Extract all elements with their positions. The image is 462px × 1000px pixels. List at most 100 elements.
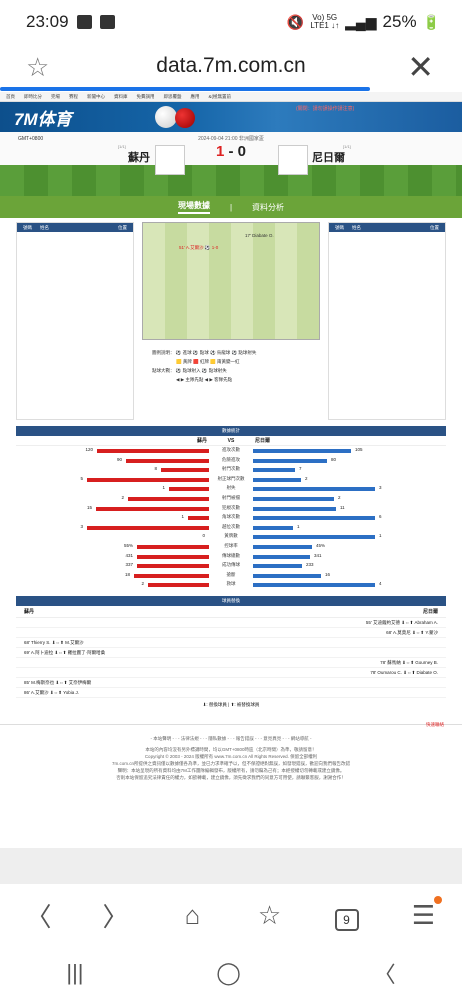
- url-text[interactable]: data.7m.com.cn: [156, 54, 306, 77]
- away-team-logo: [278, 145, 308, 175]
- stat-row: 3 越位次數 1: [16, 523, 446, 533]
- home-stat-bar: [137, 554, 209, 559]
- address-bar: ☆ data.7m.com.cn ✕: [0, 44, 462, 88]
- sub-row: 78' 蘇馬納 ⬇⇔⬆ Gourney B.: [16, 658, 446, 668]
- subs-title: 球員替換: [16, 595, 446, 606]
- home-team-name[interactable]: 蘇丹: [128, 152, 150, 164]
- nav-link[interactable]: 賽程: [69, 93, 78, 99]
- forward-icon[interactable]: 〉: [102, 901, 129, 932]
- nav-link[interactable]: 資料庫: [114, 93, 128, 99]
- away-stat-value: 4: [379, 581, 382, 587]
- tab-live-data[interactable]: 現場數據: [177, 200, 210, 214]
- bookmarks-icon[interactable]: ☆: [257, 899, 282, 930]
- stat-name: 犯規次數: [222, 504, 240, 510]
- alert-text[interactable]: (關閉：請勿誤操作請注意): [296, 106, 355, 112]
- footer-text: 否則本站保留追究法律責任的權力，如欲轉載，建立鏡像，須先徵求我們的同意方可用使，…: [116, 774, 346, 780]
- tabs-button[interactable]: 9: [327, 900, 367, 931]
- away-stat-bar: [253, 554, 310, 559]
- match-datetime: 2024-09-04 21:00 非洲國家盃: [198, 136, 264, 142]
- subs-legend: ⬇: 替換球員 | ⬆: 被替換球員: [202, 701, 260, 707]
- away-stat-value: 233: [306, 562, 314, 568]
- load-progress-bar: [0, 87, 370, 91]
- away-stat-value: 80: [331, 456, 337, 462]
- sub-row: 69' A.阿卜迪拉 ⬇⇔⬆ 羅拉圖了·阿爾哈桑: [16, 648, 446, 658]
- home-stat-value: 3: [80, 523, 83, 529]
- away-rank: [1/1]: [343, 144, 351, 149]
- system-home-icon[interactable]: ◯: [216, 960, 241, 985]
- menu-button[interactable]: ☰: [404, 895, 444, 931]
- timezone-label[interactable]: GMT+0800: [18, 136, 44, 142]
- stat-row: 15 犯規次數 11: [16, 504, 446, 514]
- stat-name: 控球率: [224, 542, 238, 548]
- home-icon[interactable]: ⌂: [184, 899, 201, 930]
- home-stat-value: 0: [202, 533, 205, 539]
- home-rank: [1/1]: [118, 144, 126, 149]
- footer: 快速聯絡 - 本站聲明 - · - 法律法規 - · - 隱私數據 - · - …: [0, 721, 462, 781]
- sub-row: 68' A.莫莫尼 ⬇⇔⬆ Y.蒙沙: [16, 628, 446, 638]
- away-stat-bar: [253, 544, 312, 549]
- away-stat-value: 11: [340, 504, 345, 510]
- recent-apps-icon[interactable]: |||: [66, 960, 84, 985]
- stat-name: 進攻次數: [222, 447, 240, 452]
- away-stat-value: 2: [338, 494, 341, 500]
- tab-divider: |: [229, 202, 233, 212]
- ball-graphic: [175, 108, 195, 128]
- away-team-name[interactable]: 尼日爾: [312, 152, 345, 164]
- stats-title: 數據統計: [16, 426, 446, 436]
- quick-contact-link[interactable]: 快速聯絡: [426, 721, 444, 727]
- tab-analysis[interactable]: 資料分析: [252, 202, 285, 212]
- stats-rows: 120 進攻次數 105 90 危險進攻 80 8 射門次數 7 5 射正球門次數 2 1 射失 3 2 射門被…: [0, 446, 462, 590]
- away-stat-bar: [253, 458, 327, 463]
- checkbox-icon: [99, 15, 115, 29]
- back-icon[interactable]: 〈: [25, 901, 52, 932]
- site-logo[interactable]: 7M体育: [14, 109, 72, 129]
- lineup-section: 號碼 姓名 位置 17' Diabate O. 51' A.艾爾沙 ⚽ 1-0 圖例…: [0, 222, 462, 422]
- home-stat-bar: [128, 496, 209, 501]
- event-legend: 圖例說明： ⚽ 進球 ⚽ 點球 ⚽ 烏龍球 ⚽ 點球射失 🟨 黃牌 🟥 紅牌 🟨…: [152, 350, 257, 382]
- lineup-header: 號碼 姓名 位置: [329, 223, 445, 232]
- home-stat-value: 55%: [123, 542, 133, 548]
- home-stat-value: 120: [85, 447, 93, 452]
- nav-link[interactable]: 新聞中心: [87, 93, 105, 99]
- stat-name: 射門被擋: [222, 494, 240, 500]
- system-back-icon[interactable]: 〈: [373, 962, 396, 987]
- nav-link[interactable]: 即思覆盤: [163, 93, 182, 99]
- nav-link[interactable]: 免費調用: [136, 93, 155, 99]
- battery-level: 25%: [382, 12, 417, 31]
- stat-row: 120 進攻次數 105: [16, 446, 446, 456]
- away-stat-value: 341: [314, 552, 322, 558]
- stat-row: 1 角球次數 6: [16, 513, 446, 523]
- stat-name: 射正球門次數: [217, 475, 245, 481]
- away-stat-bar: [253, 506, 336, 511]
- nav-link[interactable]: 應用: [190, 93, 200, 99]
- stats-header: 蘇丹 VS 尼日爾: [16, 436, 446, 446]
- away-stat-bar: [253, 525, 293, 530]
- away-stat-value: 2: [305, 475, 308, 481]
- home-lineup: 號碼 姓名 位置: [16, 222, 134, 420]
- nav-link[interactable]: 完場: [51, 93, 60, 99]
- clock: 23:09: [26, 12, 69, 31]
- nav-link[interactable]: 首頁: [6, 93, 15, 99]
- network-label: Vo) 5G LTE1 ↓↑: [310, 13, 340, 30]
- away-stat-value: 105: [355, 447, 363, 452]
- footer-text: 本站的內容均沒有另外標識時間，均以GMT+0800時區（北京時間）為準，敬請留意…: [145, 746, 317, 752]
- stat-name: 傳球總數: [222, 552, 240, 558]
- home-stat-value: 1: [162, 485, 165, 491]
- away-stat-value: 16: [325, 571, 331, 577]
- home-stat-bar: [169, 487, 209, 492]
- status-bar: 23:09 🔇 Vo) 5G LTE1 ↓↑ ▂▄▆ 25% 🔋: [0, 0, 462, 44]
- home-stat-bar: [137, 544, 209, 549]
- home-stat-value: 431: [125, 552, 133, 558]
- stat-row: 90 危險進攻 80: [16, 456, 446, 466]
- nav-link[interactable]: 即時比分: [24, 93, 42, 99]
- nav-link[interactable]: &(極無置前: [208, 93, 232, 99]
- bookmark-star-icon[interactable]: ☆: [26, 52, 50, 82]
- close-icon[interactable]: ✕: [407, 49, 434, 85]
- home-stat-value: 5: [80, 475, 83, 481]
- footer-links[interactable]: - 本站聲明 - · - 法律法規 - · - 隱私數據 - · - 報告錯誤 …: [150, 735, 312, 741]
- home-stat-bar: [188, 516, 209, 521]
- mute-icon: 🔇: [286, 13, 305, 30]
- logo-banner: 7M体育 (關閉：請勿誤操作請注意): [0, 102, 462, 132]
- away-stat-bar: [253, 468, 295, 473]
- home-stat-bar: [148, 583, 209, 588]
